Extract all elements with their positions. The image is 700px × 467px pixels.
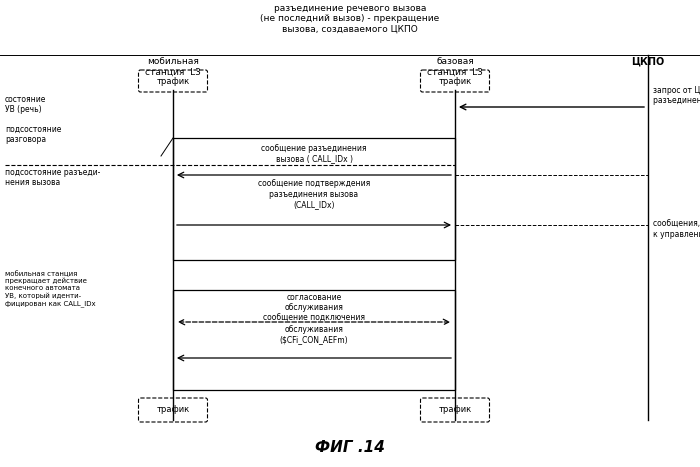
Text: мобильная
станция  L3: мобильная станция L3: [145, 57, 201, 77]
FancyBboxPatch shape: [139, 398, 207, 422]
Text: базовая
станция  L3: базовая станция L3: [427, 57, 483, 77]
Text: состояние
УВ (речь): состояние УВ (речь): [5, 95, 46, 114]
Text: сообщения, относящиеся
к управлению вызовом: сообщения, относящиеся к управлению вызо…: [653, 220, 700, 240]
Text: мобильная станция
прекращает действие
конечного автомата
УВ, который иденти-
фиц: мобильная станция прекращает действие ко…: [5, 270, 96, 307]
FancyBboxPatch shape: [139, 70, 207, 92]
FancyBboxPatch shape: [421, 70, 489, 92]
Text: ФИГ .14: ФИГ .14: [315, 440, 385, 455]
Text: ЦКПО: ЦКПО: [631, 57, 664, 67]
Text: трафик: трафик: [438, 405, 472, 415]
Text: трафик: трафик: [156, 405, 190, 415]
FancyBboxPatch shape: [421, 398, 489, 422]
Text: подсостояние
разговора: подсостояние разговора: [5, 125, 62, 144]
Text: сообщение подтверждения
разъединения вызова
(CALL_IDx): сообщение подтверждения разъединения выз…: [258, 179, 370, 209]
Bar: [173, 138, 455, 260]
Text: подсостояние разъеди-
нения вызова: подсостояние разъеди- нения вызова: [5, 168, 100, 187]
Bar: [173, 290, 455, 390]
Text: запрос от ЦКПО на
разъединение вызова: запрос от ЦКПО на разъединение вызова: [653, 85, 700, 105]
Text: трафик: трафик: [438, 77, 472, 85]
Text: согласование
обслуживания: согласование обслуживания: [285, 293, 344, 312]
Text: разъединение речевого вызова
(не последний вызов) - прекращение
вызова, создавае: разъединение речевого вызова (не последн…: [260, 4, 440, 34]
Text: трафик: трафик: [156, 77, 190, 85]
Text: сообщение подключения
обслуживания
($CFi_CON_AEFm): сообщение подключения обслуживания ($CFi…: [263, 314, 365, 344]
Text: сообщение разъединения
вызова ( CALL_IDx ): сообщение разъединения вызова ( CALL_IDx…: [261, 143, 367, 163]
